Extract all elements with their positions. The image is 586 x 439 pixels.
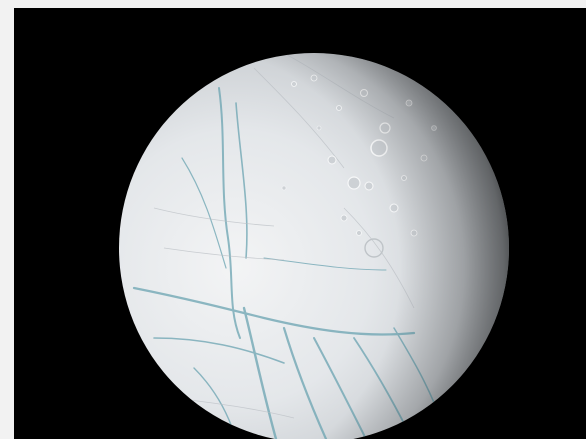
moon-photo	[119, 53, 509, 439]
surface-features	[119, 53, 509, 439]
image-frame	[14, 8, 586, 439]
